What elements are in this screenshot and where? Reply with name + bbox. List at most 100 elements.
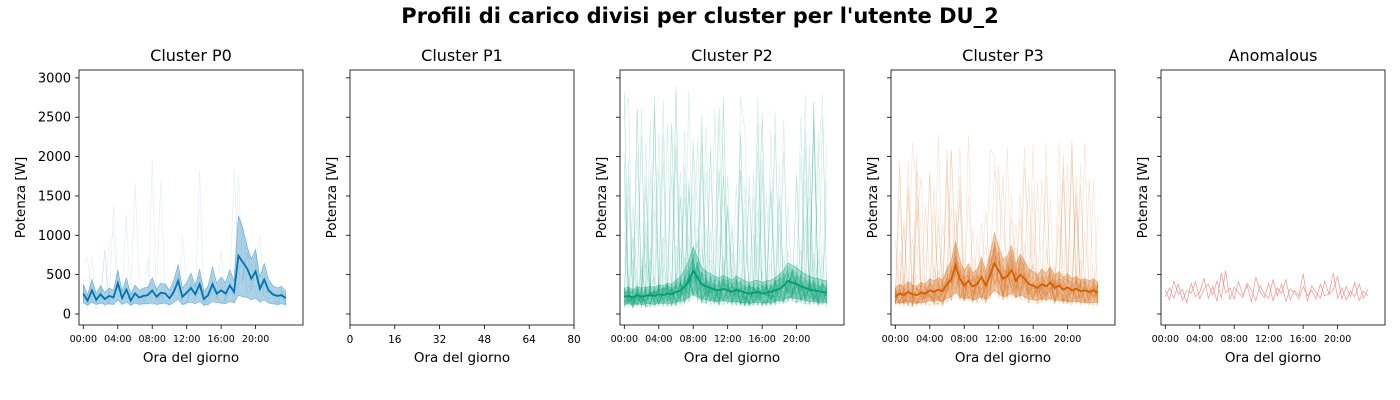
individual-profile-line [624,197,828,307]
individual-profile-line [895,146,1099,306]
x-tick-label: 80 [567,334,580,346]
individual-profile-line [624,235,828,307]
y-axis-label: Potenza [W] [13,157,29,239]
x-tick-label: 20:00 [783,334,810,345]
individual-profile-line [895,170,1099,307]
individual-profile-line [624,90,827,307]
individual-profile-line [895,205,1098,305]
x-tick-label: 20:00 [242,334,269,345]
individual-profile-line [895,173,1099,306]
x-tick-label: 16:00 [748,334,775,345]
individual-profile-line [624,136,828,306]
y-axis-label: Potenza [W] [1135,157,1151,239]
individual-profile-line [895,242,1099,308]
individual-profile-line [895,190,1099,308]
individual-profile-line [624,194,827,306]
x-tick-label: 08:00 [680,334,707,345]
x-tick-label: 08:00 [1221,334,1248,345]
individual-profile-line [895,146,1099,305]
individual-profile-line [895,223,1099,307]
chart-panel: 00:00 04:00 08:00 12:00 16:00 20:00 Cluster P3… [865,46,1116,366]
mean-profile-line [894,261,1099,298]
individual-profile-line [624,165,828,307]
individual-profile-line [624,102,828,306]
individual-profile-line [624,96,828,307]
individual-profile-line [624,91,828,309]
individual-profile-line [624,133,828,307]
individual-profile-line [895,142,1099,306]
y-tick-label: 3000 [38,71,71,86]
x-tick-label: 16 [388,334,402,346]
x-tick-label: 12:00 [714,334,741,345]
individual-profile-line [624,126,828,303]
individual-profile-line [895,138,1099,305]
individual-profile-line [624,197,828,306]
individual-profile-line [895,134,1099,306]
chart-panel: 0 16 32 48 64 80 Cluster P1 Ora del giorno Poten… [324,46,581,366]
individual-profile-line [624,174,828,308]
subplot-title: Cluster P1 [421,46,503,65]
x-tick-label: 48 [478,334,491,346]
individual-profile-line [624,108,828,307]
x-tick-label: 00:00 [882,334,909,345]
x-tick-label: 08:00 [951,334,978,345]
y-axis-label: Potenza [W] [594,157,610,239]
x-tick-label: 00:00 [70,334,97,345]
plot-frame [349,69,575,326]
individual-profile-line [624,163,828,307]
y-tick-label: 0 [63,307,71,322]
individual-profile-line [624,239,828,307]
individual-profile-line [895,135,1099,307]
individual-profile-line [83,175,287,310]
individual-profile-line [895,159,1099,305]
individual-profile-line [624,141,827,309]
plot-data-group [894,134,1099,308]
plot-frame [1160,69,1386,326]
anomalous-profile-line [1164,270,1369,303]
mean-profile-line [82,253,287,303]
x-tick-label: 12:00 [985,334,1012,345]
x-axis-label: Ora del giorno [143,350,239,366]
y-axis-label: Potenza [W] [865,157,881,239]
individual-profile-line [83,160,286,309]
individual-profile-line [624,113,828,307]
individual-profile-line [895,174,1099,306]
individual-profile-line [895,142,1099,308]
y-tick-label: 1500 [38,189,71,204]
x-tick-label: 0 [347,334,354,346]
individual-profile-line [624,93,828,306]
individual-profile-line [624,129,827,307]
individual-profile-line [895,251,1099,307]
plot-frame [78,69,304,326]
x-tick-label: 00:00 [1152,334,1179,345]
chart-panel: 00:00 04:00 08:00 12:00 16:00 20:00 Anomalous O… [1135,46,1386,366]
individual-profile-line [624,132,828,309]
individual-profile-line [624,85,828,307]
subplot-title: Cluster P0 [150,46,232,65]
x-tick-label: 20:00 [1054,334,1081,345]
individual-profile-line [624,96,827,309]
x-tick-label: 04:00 [1186,334,1213,345]
y-axis-label: Potenza [W] [324,157,340,239]
y-tick-label: 2000 [38,150,71,165]
individual-profile-line [624,169,828,307]
individual-profile-line [895,218,1099,305]
y-tick-label: 1000 [38,229,71,244]
individual-profile-line [624,151,828,308]
x-tick-label: 04:00 [916,334,943,345]
x-tick-label: 16:00 [207,334,234,345]
individual-profile-line [624,149,827,310]
individual-profile-line [624,182,828,307]
plot-data-group [1164,270,1369,305]
individual-profile-line [624,182,828,305]
individual-profile-line [624,108,828,307]
individual-profile-line [895,175,1099,307]
individual-profile-line [624,174,828,308]
anomalous-profile-line [1164,273,1369,305]
individual-profile-line [895,261,1099,308]
individual-profile-line [895,149,1099,307]
subplot-title: Cluster P3 [962,46,1044,65]
individual-profile-line [895,179,1099,305]
plot-frame [619,69,845,326]
